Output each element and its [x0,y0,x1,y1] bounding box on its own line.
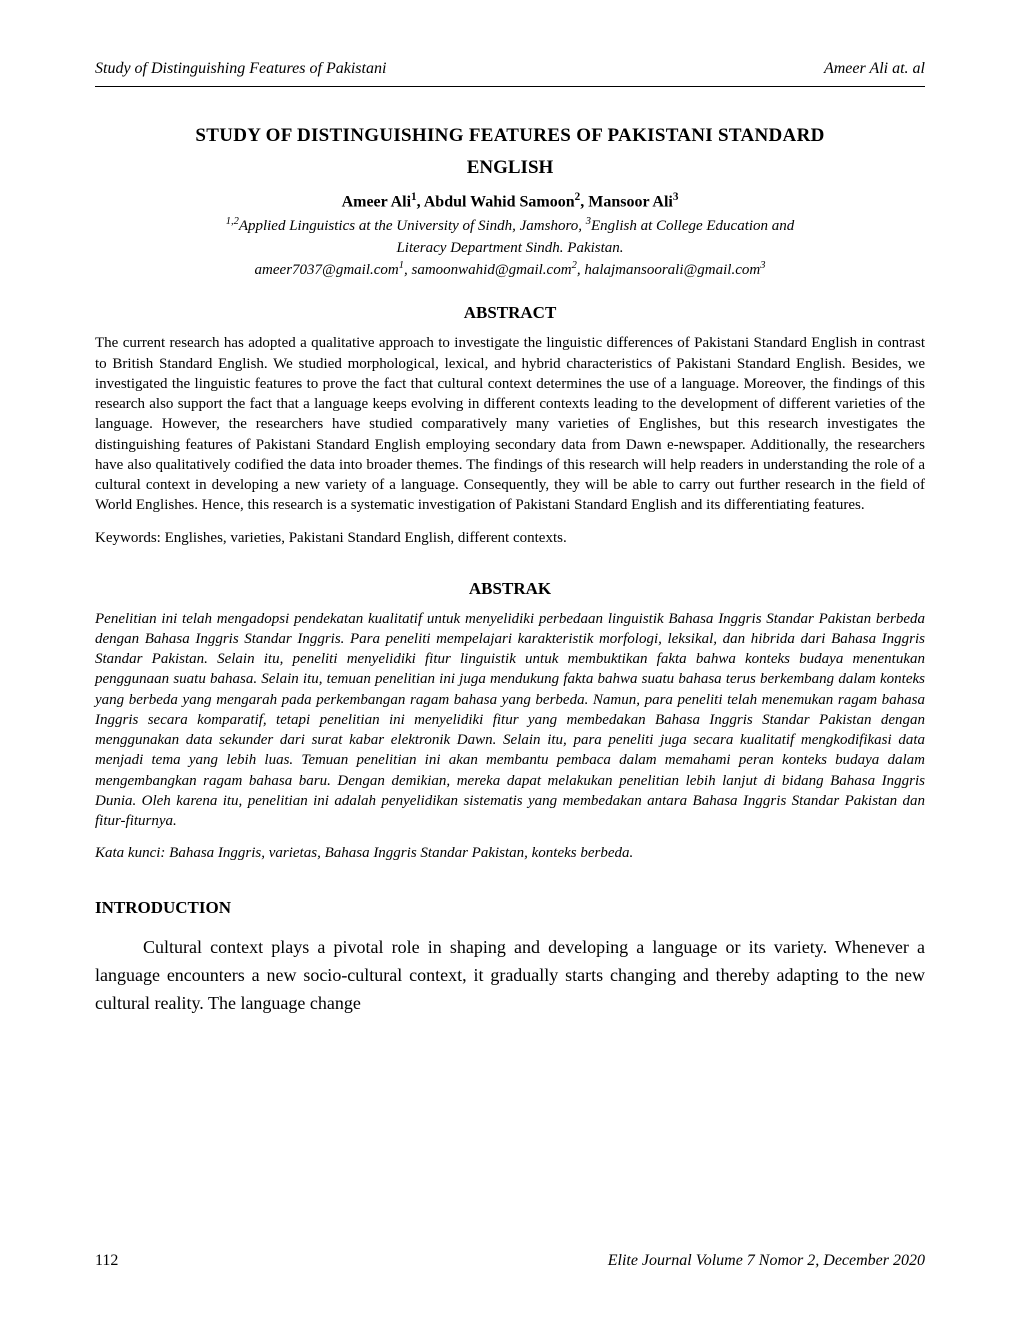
abstrak-kata-kunci: Kata kunci: Bahasa Inggris, varietas, Ba… [95,845,925,862]
introduction-heading: INTRODUCTION [95,898,925,918]
running-header: Study of Distinguishing Features of Paki… [95,60,925,78]
header-right: Ameer Ali at. al [824,60,925,78]
author-emails: ameer7037@gmail.com1, samoonwahid@gmail.… [95,260,925,279]
abstract-heading: ABSTRACT [95,303,925,323]
header-left: Study of Distinguishing Features of Paki… [95,60,386,78]
authors: Ameer Ali1, Abdul Wahid Samoon2, Mansoor… [95,191,925,211]
paper-title-line1: STUDY OF DISTINGUISHING FEATURES OF PAKI… [95,125,925,147]
introduction-body: Cultural context plays a pivotal role in… [95,934,925,1018]
page-number: 112 [95,1252,118,1270]
abstract-body: The current research has adopted a quali… [95,333,925,515]
page-footer: 112 Elite Journal Volume 7 Nomor 2, Dece… [95,1252,925,1270]
journal-info: Elite Journal Volume 7 Nomor 2, December… [608,1252,925,1270]
header-rule [95,86,925,87]
abstrak-body: Penelitian ini telah mengadopsi pendekat… [95,609,925,832]
abstrak-heading: ABSTRAK [95,579,925,599]
affiliation-line1: 1,2Applied Linguistics at the University… [95,215,925,237]
paper-title-line2: ENGLISH [95,157,925,179]
abstract-keywords: Keywords: Englishes, varieties, Pakistan… [95,530,925,547]
affiliation-line2: Literacy Department Sindh. Pakistan. [95,239,925,259]
